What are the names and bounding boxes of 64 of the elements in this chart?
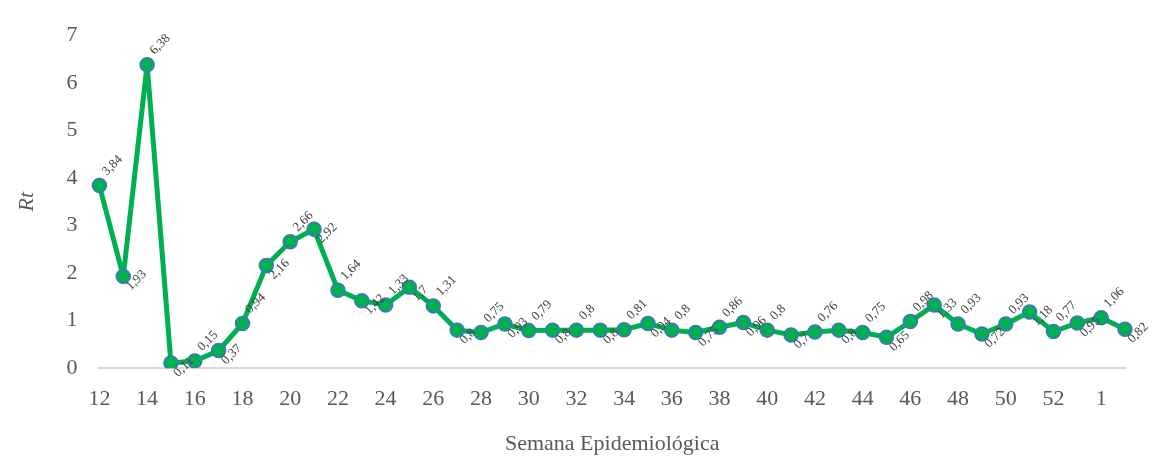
x-tick-label: 34: [613, 385, 636, 411]
x-tick-label: 22: [326, 385, 349, 411]
point: [234, 315, 251, 332]
text: 0,8: [551, 324, 574, 347]
text: 0,65: [885, 327, 913, 354]
text: 0,8: [456, 324, 479, 347]
text: 0,75: [694, 322, 722, 350]
y-tick-label: 0: [66, 353, 78, 379]
x-tick-label: 50: [994, 385, 1017, 411]
point: [807, 324, 823, 340]
x-tick-label: 36: [660, 385, 683, 411]
x-tick-label: 30: [517, 385, 540, 411]
point: [616, 321, 632, 338]
text: 0,7: [790, 329, 813, 352]
y-tick-label: 3: [66, 211, 78, 237]
x-tick-label: 48: [947, 385, 970, 411]
x-tick-label: 38: [708, 385, 731, 411]
x-tick-label: 1: [1095, 385, 1107, 411]
x-tick-label: 18: [231, 385, 254, 411]
text: 0,8: [599, 324, 622, 347]
text: 0,76: [813, 297, 841, 325]
point: [425, 298, 442, 314]
x-tick-label: 52: [1042, 385, 1065, 411]
point: [282, 233, 298, 250]
y-tick-label: 2: [66, 258, 78, 284]
x-tick-label: 20: [279, 385, 302, 411]
text: 1,93: [122, 266, 149, 293]
text: 6,38: [146, 30, 173, 58]
x-tick-label: 14: [136, 385, 159, 411]
text: 1,31: [432, 271, 459, 299]
x-tick-label: 12: [88, 385, 111, 411]
y-axis-title: Rt: [12, 191, 38, 213]
text: 0,94: [241, 289, 269, 317]
x-tick-label: 40: [756, 385, 779, 411]
text: 2,16: [265, 255, 292, 282]
point: [139, 56, 155, 73]
x-tick-label: 44: [851, 385, 874, 411]
text: 3,84: [98, 151, 126, 179]
point: [330, 282, 346, 298]
x-tick-label: 32: [565, 385, 588, 411]
text: 0,72: [980, 323, 1008, 351]
y-tick-label: 7: [66, 20, 78, 46]
point: [91, 177, 108, 194]
text: 1,64: [336, 256, 364, 283]
y-tick-label: 4: [66, 163, 78, 189]
text: 0,75: [861, 298, 889, 326]
x-tick-label: 26: [422, 385, 445, 411]
x-tick-label: 16: [183, 385, 206, 411]
y-tick-label: 1: [66, 306, 78, 332]
y-tick-label: 6: [66, 68, 78, 94]
x-tick-label: 42: [803, 385, 826, 411]
x-tick-label: 24: [374, 385, 397, 411]
x-tick-label: 46: [899, 385, 922, 411]
point: [473, 324, 489, 341]
text: 1,06: [1100, 283, 1127, 311]
x-axis-title: Semana Epidemiológica: [504, 429, 720, 455]
y-tick-label: 5: [66, 116, 78, 142]
text: 0,8: [575, 300, 598, 323]
x-tick-label: 28: [470, 385, 493, 411]
text: 0,98: [909, 287, 936, 315]
text: 0,82: [1123, 319, 1151, 346]
point: [902, 313, 919, 330]
text: 0,11: [169, 353, 197, 380]
text: 0,8: [837, 324, 860, 347]
